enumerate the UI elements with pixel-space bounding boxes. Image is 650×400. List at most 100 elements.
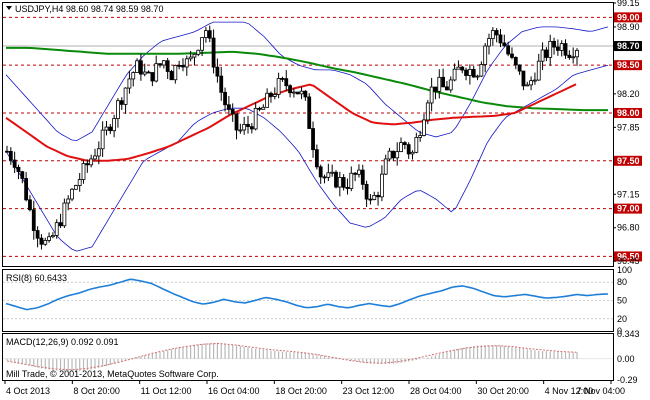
time-axis-label: 4 Nov 12:00 [545, 386, 594, 396]
candle-body [448, 79, 453, 91]
candle-body [31, 209, 36, 231]
rsi-indicator [3, 278, 613, 320]
price-axis-label: 96.80 [617, 223, 640, 233]
candle-body [406, 144, 411, 155]
price-level-label: 98.00 [617, 108, 640, 118]
price-level-label: 99.00 [617, 12, 640, 22]
macd-axis-label: 0.343 [617, 329, 640, 339]
candle-body [376, 194, 380, 198]
candle-body [533, 79, 537, 82]
candle-body [360, 169, 365, 185]
candle-body [146, 71, 151, 74]
candle-body [437, 76, 442, 92]
candle-body [337, 177, 342, 188]
candle-body [192, 53, 197, 58]
slow-moving-average [6, 46, 608, 112]
candle-body [483, 45, 488, 65]
candle-body [399, 142, 403, 153]
candle-body [142, 71, 147, 75]
candle-body [269, 92, 273, 97]
candle-body [288, 85, 292, 94]
price-axis-label: 98.90 [617, 22, 640, 32]
price-axis-label: 97.85 [617, 122, 640, 132]
candle-body [510, 53, 514, 58]
candle-body [8, 151, 13, 161]
candle-body [349, 172, 354, 189]
current-price-label: 98.70 [617, 41, 640, 51]
candle-body [219, 75, 224, 93]
candle-body [494, 30, 499, 36]
copyright-text: Mill Trade, © 2001-2013, MetaQuotes Soft… [6, 369, 219, 379]
candle-body [70, 188, 74, 200]
candle-body [395, 151, 400, 159]
candle-body [165, 60, 170, 72]
candle-body [238, 129, 243, 132]
candle-body [479, 64, 484, 77]
candle-body [204, 30, 208, 38]
candle-body [326, 172, 331, 178]
price-level-label: 98.50 [617, 60, 640, 70]
candle-body [211, 37, 216, 68]
rsi-title: RSI(8) 60.6433 [6, 273, 67, 283]
candle-body [460, 66, 465, 71]
candle-body [242, 123, 247, 131]
time-axis-label: 8 Oct 20:00 [73, 386, 120, 396]
price-level-label: 97.50 [617, 156, 640, 166]
price-level-label: 96.50 [617, 251, 640, 261]
candle-body [445, 86, 449, 91]
bollinger-lower-band [5, 64, 609, 252]
price-level-tag [614, 155, 642, 166]
candle-body [498, 34, 503, 44]
candle-body [85, 163, 90, 166]
candle-body [334, 171, 338, 188]
candle-body [441, 76, 446, 88]
candle-body [464, 69, 468, 76]
candle-body [575, 49, 579, 58]
candle-body [387, 150, 392, 160]
symbol-header: USDJPY,H4 98.60 98.74 98.59 98.70 [15, 4, 163, 14]
candle-body [161, 60, 166, 66]
macd-indicator [3, 342, 613, 372]
candle-body [322, 176, 327, 179]
time-axis-label: 23 Oct 12:00 [343, 386, 395, 396]
candle-body [246, 123, 250, 128]
price-level-tag [614, 107, 642, 118]
candle-body [357, 169, 361, 175]
candle-body [230, 109, 235, 115]
candle-body [552, 40, 556, 48]
candle-body [265, 92, 270, 108]
candle-body [422, 119, 426, 136]
candle-body [418, 135, 423, 138]
candle-body [150, 72, 155, 82]
candle-body [16, 166, 21, 173]
candle-body [475, 75, 480, 78]
candle-body [43, 239, 48, 245]
candle-body [234, 113, 239, 131]
candle-body [207, 30, 212, 39]
candle-body [135, 60, 139, 73]
candle-body [353, 172, 358, 175]
candle-body [402, 142, 407, 146]
candle-body [77, 179, 82, 186]
candle-body [410, 151, 415, 155]
candle-body [47, 236, 51, 241]
dropdown-triangle-icon[interactable] [6, 6, 12, 10]
price-level-tag [614, 12, 642, 23]
candle-body [452, 68, 457, 81]
candle-body [536, 60, 541, 81]
candle-body [177, 65, 182, 67]
price-level-label: 97.00 [617, 204, 640, 214]
candle-body [314, 149, 319, 168]
time-axis-label: 7 Nov 04:00 [576, 386, 625, 396]
rsi-axis-label: 100 [617, 265, 632, 275]
candle-body [383, 158, 388, 175]
candle-body [12, 159, 17, 168]
candle-body [529, 80, 533, 86]
candle-body [567, 54, 572, 58]
candle-body [513, 56, 518, 66]
current-price-tag [614, 41, 642, 52]
candle-body [81, 163, 86, 180]
candle-body [276, 78, 281, 95]
price-axis-label: 98.20 [617, 89, 640, 99]
